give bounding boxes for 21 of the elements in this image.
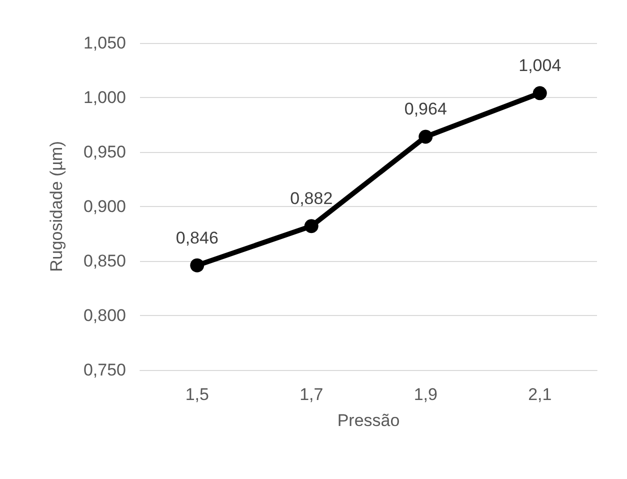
point xyxy=(304,219,318,234)
point xyxy=(190,258,204,272)
data-label: 0,846 xyxy=(176,228,218,248)
data-label: 0,882 xyxy=(290,189,333,208)
data-label: 1,004 xyxy=(518,56,562,76)
x-tick-label: 1,5 xyxy=(185,385,209,404)
x-tick-label: 1,7 xyxy=(300,385,324,404)
point xyxy=(418,130,433,144)
x-axis-title: Pressão xyxy=(337,411,400,430)
y-tick-label: 0,800 xyxy=(83,306,126,325)
y-tick-label: 0,900 xyxy=(83,197,126,216)
point xyxy=(532,86,547,100)
y-tick-label: 1,050 xyxy=(83,34,126,52)
y-tick-label: 0,850 xyxy=(83,252,126,270)
y-tick-label: 0,950 xyxy=(83,142,126,162)
data-label: 0,964 xyxy=(404,100,447,119)
y-axis-title: Rugosidade (µm) xyxy=(47,141,66,272)
y-tick-label: 0,750 xyxy=(83,360,126,380)
x-tick-label: 1,9 xyxy=(414,385,438,404)
x-tick-label: 2,1 xyxy=(528,385,552,404)
y-tick-label: 1,000 xyxy=(83,88,126,107)
